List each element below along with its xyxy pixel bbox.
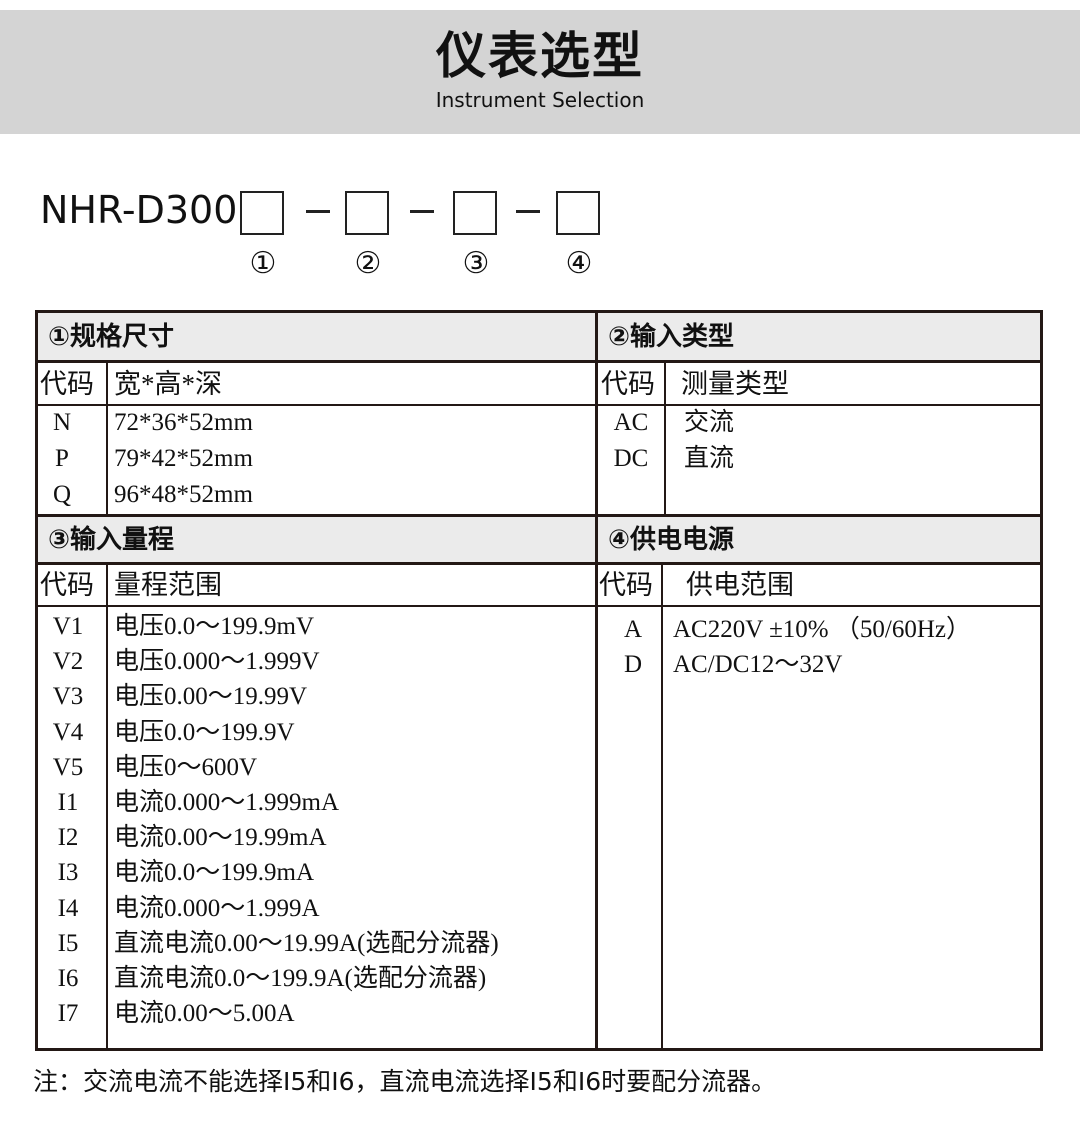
size-code: N bbox=[52, 409, 72, 436]
col-header-range: 量程范围 bbox=[114, 570, 222, 600]
col-header-code: 代码 bbox=[599, 570, 653, 600]
position-label-4: ④ bbox=[565, 246, 593, 281]
position-label-2: ② bbox=[354, 246, 382, 281]
range-value: 直流电流0.0～199.9A(选配分流器) bbox=[114, 965, 487, 992]
range-code: V2 bbox=[52, 648, 84, 675]
position-label-1: ① bbox=[249, 246, 277, 281]
size-code: Q bbox=[52, 481, 72, 508]
position-label-3: ③ bbox=[462, 246, 490, 281]
range-value: 电流0.000～1.999A bbox=[114, 895, 320, 922]
section-size-title: ①规格尺寸 bbox=[38, 313, 595, 360]
range-code: V1 bbox=[52, 613, 84, 640]
model-slot-1 bbox=[240, 191, 284, 235]
divider bbox=[661, 564, 663, 1051]
header-banner bbox=[0, 10, 1080, 134]
col-header-size: 宽*高*深 bbox=[114, 369, 222, 399]
range-value: 电流0.00～19.99mA bbox=[114, 824, 327, 851]
model-slot-4 bbox=[556, 191, 600, 235]
range-code: I3 bbox=[57, 859, 79, 886]
input-type-code: DC bbox=[613, 445, 649, 472]
divider bbox=[35, 514, 1043, 517]
range-value: 电流0.00～5.00A bbox=[114, 1000, 295, 1027]
range-value: 电压0.0～199.9mV bbox=[114, 613, 315, 640]
col-header-measure-type: 测量类型 bbox=[681, 369, 789, 399]
model-slot-2 bbox=[345, 191, 389, 235]
divider bbox=[35, 360, 1043, 363]
divider bbox=[35, 605, 1043, 607]
power-value: AC220V ±10% （50/60Hz） bbox=[673, 616, 971, 643]
selection-table bbox=[35, 310, 1043, 1051]
model-slot-3 bbox=[453, 191, 497, 235]
range-code: V5 bbox=[52, 754, 84, 781]
section-input-range-title: ③输入量程 bbox=[38, 517, 595, 562]
power-code: D bbox=[623, 651, 643, 678]
range-code: I2 bbox=[57, 824, 79, 851]
divider bbox=[35, 404, 1043, 406]
col-header-code: 代码 bbox=[40, 369, 94, 399]
input-type-value: 直流 bbox=[684, 445, 735, 472]
dash bbox=[410, 210, 434, 213]
size-value: 72*36*52mm bbox=[114, 409, 253, 436]
range-code: I1 bbox=[57, 789, 79, 816]
col-header-code: 代码 bbox=[40, 570, 94, 600]
range-value: 电流0.0～199.9mA bbox=[114, 859, 315, 886]
range-code: I4 bbox=[57, 895, 79, 922]
dash bbox=[306, 210, 330, 213]
range-value: 电压0.00～19.99V bbox=[114, 683, 308, 710]
size-code: P bbox=[55, 445, 69, 472]
col-header-code: 代码 bbox=[601, 369, 655, 399]
range-code: I7 bbox=[57, 1000, 79, 1027]
page-title: 仪表选型 bbox=[436, 27, 644, 85]
power-value: AC/DC12～32V bbox=[673, 651, 843, 678]
page-subtitle: Instrument Selection bbox=[435, 88, 645, 112]
range-code: I6 bbox=[57, 965, 79, 992]
model-prefix: NHR-D300 bbox=[40, 188, 238, 232]
divider bbox=[106, 564, 108, 1051]
range-value: 电压0.0～199.9V bbox=[114, 719, 295, 746]
col-header-power-range: 供电范围 bbox=[686, 570, 794, 600]
range-value: 直流电流0.00～19.99A(选配分流器) bbox=[114, 930, 499, 957]
size-value: 96*48*52mm bbox=[114, 481, 253, 508]
input-type-value: 交流 bbox=[684, 409, 735, 436]
divider bbox=[106, 362, 108, 515]
section-input-type-title: ②输入类型 bbox=[598, 313, 1040, 360]
input-type-code: AC bbox=[613, 409, 649, 436]
range-code: V4 bbox=[52, 719, 84, 746]
range-code: I5 bbox=[57, 930, 79, 957]
footnote: 注：交流电流不能选择I5和I6，直流电流选择I5和I6时要配分流器。 bbox=[33, 1067, 777, 1096]
divider bbox=[35, 562, 1043, 565]
range-value: 电压0～600V bbox=[114, 754, 258, 781]
divider bbox=[664, 362, 666, 515]
range-code: V3 bbox=[52, 683, 84, 710]
size-value: 79*42*52mm bbox=[114, 445, 253, 472]
range-value: 电流0.000～1.999mA bbox=[114, 789, 340, 816]
section-power-title: ④供电电源 bbox=[598, 517, 1040, 562]
power-code: A bbox=[623, 616, 643, 643]
dash bbox=[516, 210, 540, 213]
range-value: 电压0.000～1.999V bbox=[114, 648, 320, 675]
divider bbox=[595, 310, 598, 1051]
